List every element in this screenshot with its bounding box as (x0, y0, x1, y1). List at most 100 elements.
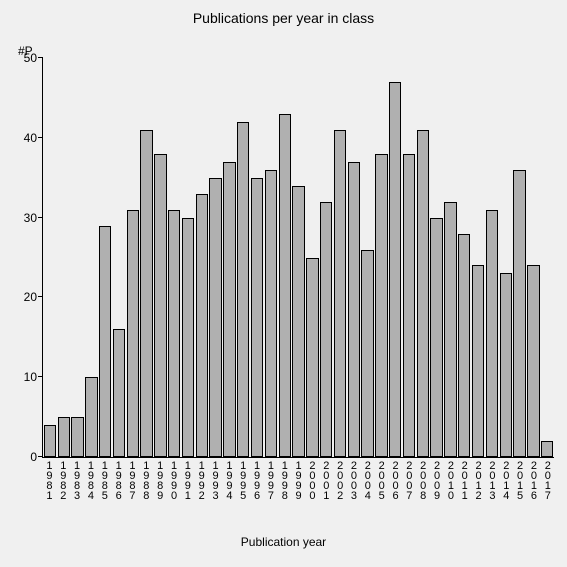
x-label-slot: 1984 (84, 460, 98, 500)
bar (168, 210, 180, 457)
bar (527, 265, 539, 457)
x-tick-label: 2012 (473, 460, 484, 500)
bar (486, 210, 498, 457)
bar-slot (457, 58, 471, 457)
x-label-slot: 2009 (430, 460, 444, 500)
y-tick-mark (38, 217, 43, 218)
x-label-slot: 1995 (236, 460, 250, 500)
bar (541, 441, 553, 457)
bar-slot (112, 58, 126, 457)
x-tick-label: 1995 (237, 460, 248, 500)
x-label-slot: 2014 (499, 460, 513, 500)
bar (348, 162, 360, 457)
bar (223, 162, 235, 457)
bar-slot (319, 58, 333, 457)
x-label-slot: 1996 (250, 460, 264, 500)
x-label-slot: 2006 (388, 460, 402, 500)
y-tick-mark (38, 296, 43, 297)
x-label-slot: 2012 (471, 460, 485, 500)
x-label-slot: 1988 (139, 460, 153, 500)
x-tick-label: 2011 (459, 460, 470, 500)
x-label-slot: 2000 (305, 460, 319, 500)
bar-slot (375, 58, 389, 457)
x-label-slot: 1983 (70, 460, 84, 500)
x-tick-label: 1990 (168, 460, 179, 500)
x-tick-label: 1992 (196, 460, 207, 500)
x-tick-label: 2016 (528, 460, 539, 500)
bar-slot (333, 58, 347, 457)
bar (458, 234, 470, 457)
y-tick-mark (38, 456, 43, 457)
x-label-slot: 2008 (416, 460, 430, 500)
y-tick-label: 20 (24, 290, 37, 304)
bar-slot (236, 58, 250, 457)
x-tick-label: 1997 (265, 460, 276, 500)
bar-slot (361, 58, 375, 457)
x-tick-label: 2006 (390, 460, 401, 500)
bar (140, 130, 152, 457)
x-label-slot: 2004 (360, 460, 374, 500)
x-axis-labels: 1981198219831984198519861987198819891990… (42, 460, 554, 500)
bar-slot (140, 58, 154, 457)
x-tick-label: 1994 (223, 460, 234, 500)
x-label-slot: 1989 (153, 460, 167, 500)
bar-slot (513, 58, 527, 457)
x-label-slot: 2017 (540, 460, 554, 500)
x-label-slot: 2010 (443, 460, 457, 500)
x-tick-label: 2005 (376, 460, 387, 500)
bar-slot (250, 58, 264, 457)
bar (196, 194, 208, 457)
x-label-slot: 1982 (56, 460, 70, 500)
bar-slot (444, 58, 458, 457)
x-label-slot: 1985 (97, 460, 111, 500)
bar-slot (416, 58, 430, 457)
bar-slot (181, 58, 195, 457)
bar (403, 154, 415, 457)
y-tick-label: 40 (24, 131, 37, 145)
x-label-slot: 1986 (111, 460, 125, 500)
x-tick-label: 2004 (362, 460, 373, 500)
bar (251, 178, 263, 457)
x-tick-label: 1996 (251, 460, 262, 500)
bar-slot (485, 58, 499, 457)
x-tick-label: 1983 (71, 460, 82, 500)
bar (375, 154, 387, 457)
bar (182, 218, 194, 457)
bar (389, 82, 401, 457)
x-tick-label: 1999 (293, 460, 304, 500)
bar (265, 170, 277, 457)
bar-slot (195, 58, 209, 457)
x-tick-label: 2015 (514, 460, 525, 500)
x-tick-label: 2008 (417, 460, 428, 500)
bar (513, 170, 525, 457)
bar (127, 210, 139, 457)
bar-slot (526, 58, 540, 457)
x-tick-label: 1991 (182, 460, 193, 500)
bar-slot (167, 58, 181, 457)
y-tick-mark (38, 57, 43, 58)
bar (292, 186, 304, 457)
bar-slot (71, 58, 85, 457)
bar (444, 202, 456, 457)
bars-group (43, 58, 554, 457)
x-label-slot: 1981 (42, 460, 56, 500)
y-tick-label: 50 (24, 51, 37, 65)
x-label-slot: 2013 (485, 460, 499, 500)
x-tick-label: 2010 (445, 460, 456, 500)
x-tick-label: 2002 (334, 460, 345, 500)
y-tick-mark (38, 137, 43, 138)
x-label-slot: 1991 (180, 460, 194, 500)
plot-area: 01020304050 (42, 58, 554, 458)
bar-slot (388, 58, 402, 457)
x-label-slot: 2011 (457, 460, 471, 500)
x-tick-label: 1998 (279, 460, 290, 500)
x-tick-label: 2017 (542, 460, 553, 500)
bar-slot (84, 58, 98, 457)
bar (85, 377, 97, 457)
x-tick-label: 1982 (57, 460, 68, 500)
x-tick-label: 2001 (320, 460, 331, 500)
bar-slot (292, 58, 306, 457)
bar (279, 114, 291, 457)
x-label-slot: 1992 (194, 460, 208, 500)
bar-slot (347, 58, 361, 457)
